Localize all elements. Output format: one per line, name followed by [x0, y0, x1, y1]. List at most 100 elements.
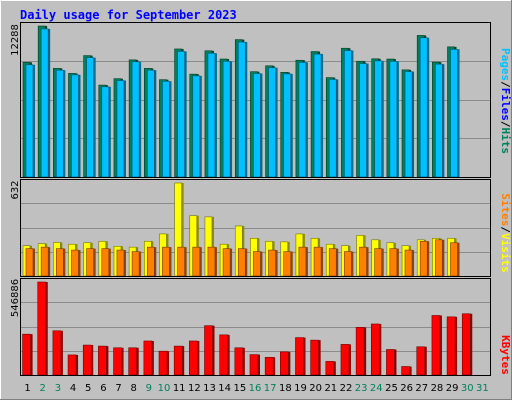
legend-pages: Pages: [499, 48, 512, 81]
bar-sites-20-side: [321, 247, 324, 276]
bar-files-17: [268, 67, 276, 178]
bar-sites-25: [389, 248, 398, 277]
bar-kbytes-10: [158, 350, 168, 376]
bar-sites-17: [268, 249, 276, 277]
bar-kbytes-27: [416, 346, 426, 376]
bar-files-8: [131, 61, 140, 178]
day-label-16: 16: [249, 383, 262, 394]
bar-files-15: [237, 41, 246, 178]
bar-files-7: [116, 80, 125, 178]
day-label-24: 24: [370, 383, 383, 394]
bar-files-25: [389, 61, 398, 178]
bar-files-1: [25, 64, 34, 178]
bar-sites-14-side: [230, 248, 233, 276]
day-label-21: 21: [324, 383, 337, 394]
day-label-19: 19: [294, 383, 307, 394]
kbytes-panel-border: [20, 278, 491, 376]
bar-kbytes-4-side: [76, 354, 79, 375]
bar-sites-8: [131, 251, 140, 277]
bar-kbytes-1-side: [30, 334, 33, 375]
bar-sites-28-side: [442, 239, 445, 276]
visits-panel-border: [20, 179, 491, 277]
pages-panel-border: [20, 22, 491, 178]
bar-sites-24: [374, 248, 383, 277]
bar-files-4: [71, 74, 79, 178]
bar-files-18: [283, 73, 292, 178]
bar-sites-2: [40, 246, 49, 277]
bar-kbytes-28-side: [439, 315, 442, 375]
bar-kbytes-7-side: [121, 347, 124, 375]
bar-kbytes-6: [98, 345, 107, 376]
bar-kbytes-8: [128, 347, 138, 376]
bar-kbytes-16-side: [258, 354, 260, 375]
bar-kbytes-26: [401, 366, 410, 376]
bar-sites-22-side: [351, 251, 354, 276]
bar-sites-9-side: [154, 247, 157, 276]
bar-sites-10: [162, 246, 170, 277]
bar-sites-16: [253, 251, 261, 277]
legend-sep-3: /: [499, 226, 512, 233]
bar-files-26-side: [412, 71, 415, 177]
bar-files-2-side: [48, 28, 51, 178]
bar-sites-24-side: [381, 248, 384, 276]
bar-sites-27: [419, 240, 428, 277]
day-label-29: 29: [446, 383, 459, 394]
bar-sites-9: [146, 246, 155, 277]
bar-files-14-side: [230, 61, 233, 178]
bar-kbytes-26-side: [409, 366, 412, 375]
bar-kbytes-7: [113, 347, 122, 376]
bar-kbytes-14: [219, 334, 228, 376]
bar-kbytes-20-side: [318, 340, 321, 375]
bar-kbytes-17: [264, 357, 274, 376]
bar-kbytes-29-side: [455, 316, 458, 375]
bar-sites-14: [222, 248, 231, 277]
sites-visits-legend: Sites/Visits: [499, 193, 512, 273]
bar-sites-22: [344, 251, 352, 277]
bar-files-23: [359, 63, 367, 178]
bar-sites-15: [237, 248, 246, 277]
day-label-13: 13: [203, 383, 216, 394]
bar-kbytes-28: [431, 315, 441, 376]
bar-files-26: [404, 71, 413, 178]
bar-kbytes-3: [52, 330, 62, 376]
bar-files-23-side: [366, 63, 369, 178]
bar-files-29: [450, 49, 458, 178]
bar-sites-12-side: [199, 247, 202, 276]
bar-sites-19-side: [305, 247, 308, 276]
bar-files-9-side: [154, 70, 157, 177]
bar-kbytes-22: [340, 344, 350, 376]
day-label-22: 22: [340, 383, 353, 394]
bar-sites-7-side: [123, 250, 126, 276]
day-label-8: 8: [131, 383, 137, 394]
bar-kbytes-25: [386, 349, 395, 376]
bar-files-28: [435, 63, 443, 178]
legend-hits: Hits: [499, 128, 512, 155]
bar-sites-6: [101, 248, 110, 277]
bar-files-20: [313, 53, 322, 178]
bar-files-22-side: [351, 50, 354, 177]
bar-kbytes-11: [173, 345, 183, 376]
bar-sites-21: [328, 248, 337, 277]
day-label-23: 23: [355, 383, 368, 394]
bar-visits-11-side: [181, 183, 184, 276]
bar-sites-1-side: [33, 248, 35, 276]
day-label-1: 1: [24, 383, 30, 394]
bar-sites-29: [450, 242, 458, 277]
bar-sites-12: [192, 246, 201, 277]
bar-sites-3-side: [63, 248, 66, 276]
bar-kbytes-30-side: [470, 313, 473, 375]
bar-sites-2-side: [48, 247, 51, 276]
bar-sites-5: [86, 248, 94, 277]
bar-kbytes-2: [37, 281, 47, 376]
bar-kbytes-3-side: [60, 330, 63, 375]
bar-files-1-side: [33, 64, 35, 177]
bar-sites-17-side: [275, 250, 278, 276]
bar-visits-13-side: [211, 216, 214, 276]
day-label-3: 3: [55, 383, 61, 394]
bar-kbytes-23-side: [364, 327, 367, 375]
bar-kbytes-16: [249, 354, 259, 376]
bar-kbytes-23: [355, 327, 365, 376]
bar-files-16: [253, 73, 261, 178]
bar-kbytes-27-side: [424, 346, 427, 375]
visits-ymax-label: 632: [10, 180, 21, 199]
